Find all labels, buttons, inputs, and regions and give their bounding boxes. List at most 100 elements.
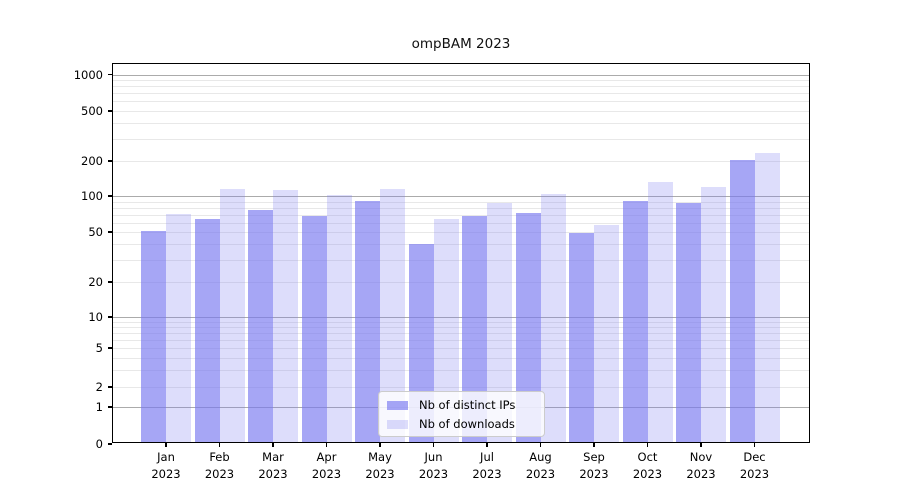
chart-title: ompBAM 2023	[411, 36, 511, 52]
plot-area: 0 1 2 5 10 20 50 100 200 500 1000 Jan 2023 Feb 2023 Mar…	[74, 63, 810, 481]
x-tick-mark	[593, 443, 595, 447]
x-tick-label-dec: Dec 2023	[739, 450, 770, 481]
minor-gridline	[113, 333, 809, 334]
minor-gridline	[113, 201, 809, 203]
x-tick-mark	[325, 443, 328, 447]
x-tick-label-jul: Jul 2023	[472, 450, 502, 481]
x-tick-mark	[700, 443, 702, 447]
legend: Nb of distinct IPs Nb of downloads	[378, 391, 545, 437]
x-tick-label-nov: Nov 2023	[686, 450, 716, 481]
x-tick-mark	[539, 443, 542, 447]
minor-gridline	[113, 207, 809, 209]
minor-gridline	[113, 327, 809, 328]
y-tick-label: 0	[95, 437, 103, 451]
x-tick-mark	[646, 443, 649, 447]
bar-oct-downloads	[647, 181, 673, 442]
y-tick-mark	[108, 73, 112, 76]
x-tick-mark	[486, 443, 488, 447]
bar-jan-downloads	[166, 214, 191, 442]
minor-gridline	[113, 387, 809, 388]
major-gridline	[113, 74, 809, 76]
y-tick-label: 20	[88, 275, 103, 289]
y-tick-label: 5	[95, 341, 103, 355]
minor-gridline	[113, 369, 809, 371]
legend-item-distinct-ips: Nb of distinct IPs	[387, 398, 536, 412]
x-tick-label-jan: Jan 2023	[151, 450, 181, 481]
bar-mar-distinct-ips	[248, 210, 273, 442]
y-tick-mark	[108, 110, 112, 112]
x-tick-label-mar: Mar 2023	[258, 450, 288, 481]
minor-gridline	[113, 111, 809, 112]
x-tick-label-oct: Oct 2023	[632, 450, 663, 481]
minor-gridline	[113, 348, 809, 349]
y-tick-mark	[108, 231, 112, 233]
y-tick-label: 1	[95, 400, 103, 414]
y-tick-mark	[108, 281, 112, 283]
bar-nov-downloads	[701, 186, 726, 442]
y-tick-mark	[108, 195, 112, 197]
minor-gridline	[113, 222, 809, 224]
y-tick-label: 50	[88, 225, 103, 239]
bar-feb-downloads	[219, 188, 245, 442]
x-tick-label-sep: Sep 2023	[579, 450, 609, 481]
legend-swatch-downloads	[387, 419, 408, 429]
y-tick-label: 1000	[73, 67, 103, 82]
minor-gridline	[113, 138, 809, 140]
y-tick-label: 100	[81, 189, 103, 203]
x-tick-label-aug: Aug 2023	[525, 450, 556, 481]
major-gridline	[113, 196, 809, 197]
x-tick-label-jun: Jun 2023	[418, 450, 449, 481]
minor-gridline	[113, 339, 809, 341]
minor-gridline	[113, 161, 809, 162]
minor-gridline	[113, 259, 809, 261]
x-tick-mark	[379, 443, 381, 447]
minor-gridline	[113, 321, 809, 323]
bar-sep-distinct-ips	[569, 233, 594, 442]
major-gridline	[113, 317, 809, 318]
minor-gridline	[113, 244, 809, 246]
y-tick-mark	[108, 443, 112, 445]
legend-label-distinct-ips: Nb of distinct IPs	[419, 398, 516, 412]
x-tick-mark	[165, 443, 167, 447]
legend-item-downloads: Nb of downloads	[387, 417, 536, 431]
y-tick-mark	[108, 347, 112, 349]
minor-gridline	[113, 80, 809, 81]
x-tick-mark	[753, 443, 756, 447]
bar-mar-downloads	[273, 190, 298, 442]
y-tick-mark	[108, 316, 112, 318]
minor-gridline	[113, 357, 809, 359]
y-tick-label: 200	[81, 154, 103, 168]
y-tick-mark	[108, 160, 112, 162]
bar-feb-distinct-ips	[194, 218, 220, 442]
bar-nov-distinct-ips	[676, 203, 701, 442]
y-tick-mark	[108, 406, 112, 408]
bar-dec-downloads	[754, 153, 780, 442]
bar-apr-distinct-ips	[301, 215, 327, 442]
x-tick-label-apr: Apr 2023	[311, 450, 342, 481]
bar-sep-downloads	[594, 225, 619, 442]
bar-oct-distinct-ips	[622, 200, 648, 442]
y-tick-label: 500	[81, 104, 103, 118]
y-tick-label: 10	[88, 310, 103, 324]
minor-gridline	[113, 101, 809, 103]
x-tick-label-may: May 2023	[365, 450, 395, 481]
minor-gridline	[113, 282, 809, 283]
x-tick-mark	[218, 443, 221, 447]
minor-gridline	[113, 123, 809, 125]
x-tick-mark	[432, 443, 435, 447]
legend-swatch-distinct-ips	[387, 400, 408, 410]
x-tick-mark	[272, 443, 274, 447]
y-tick-label: 2	[95, 380, 103, 394]
minor-gridline	[113, 86, 809, 88]
y-tick-mark	[108, 386, 112, 388]
legend-label-downloads: Nb of downloads	[419, 417, 515, 431]
minor-gridline	[113, 214, 809, 216]
bar-apr-downloads	[326, 194, 352, 442]
bar-may-distinct-ips	[355, 200, 380, 442]
x-tick-label-feb: Feb 2023	[204, 450, 235, 481]
minor-gridline	[113, 93, 809, 95]
bar-dec-distinct-ips	[729, 159, 755, 442]
minor-gridline	[113, 232, 809, 233]
bar-jan-distinct-ips	[141, 231, 166, 442]
